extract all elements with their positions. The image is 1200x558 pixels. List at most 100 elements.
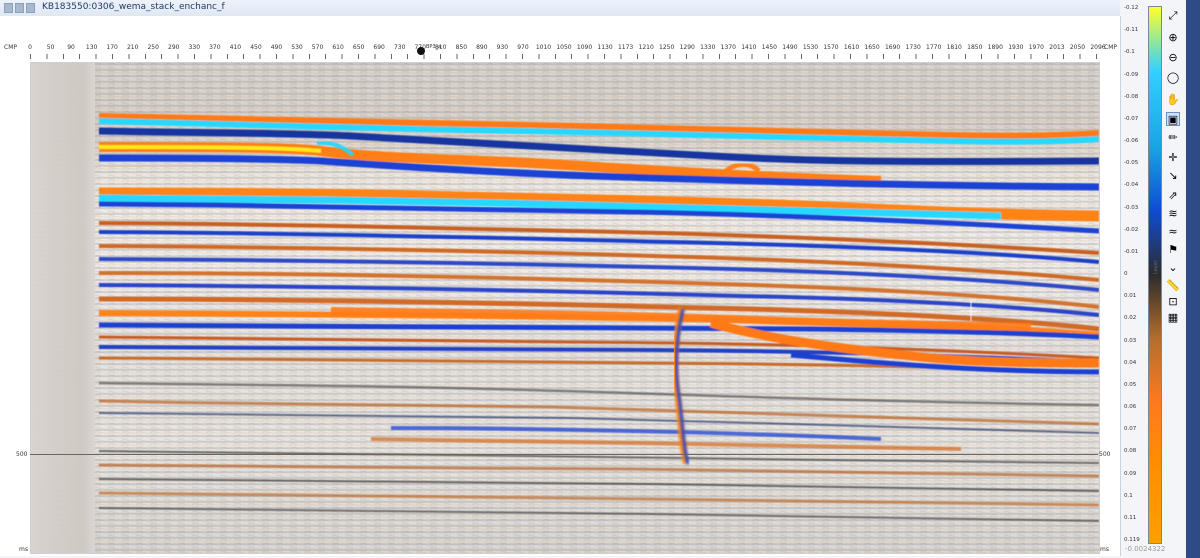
cmp-tick-label: 370 — [209, 44, 221, 51]
cmp-tick-label: 2050 — [1069, 44, 1086, 51]
color-scale-label: -0.01 — [1124, 248, 1139, 255]
color-scale-title: Layer — [1153, 260, 1159, 274]
cmp-axis: 0 50 90 130 170 210 250 290 330 370 410 450 490 530 57… — [28, 44, 1106, 60]
cmp-tick-label: 1770 — [926, 44, 942, 51]
color-scale-label: 0.01 — [1124, 293, 1137, 300]
horizon-icon[interactable]: ≈ — [1168, 224, 1178, 238]
fit-view-icon[interactable]: ⤢ — [1168, 8, 1178, 22]
cmp-tick-label: 890 — [476, 44, 488, 51]
title-button-icon[interactable] — [15, 3, 24, 13]
cmp-tick-label: 250 — [147, 44, 159, 51]
cmp-tick-label: 1290 — [679, 44, 695, 51]
color-scale-label: -0.02 — [1124, 226, 1139, 233]
cmp-tick-label: 1810 — [946, 44, 962, 51]
fault-icon[interactable]: ⇗ — [1168, 188, 1178, 202]
cmp-tick-label: 1890 — [987, 44, 1003, 51]
cmp-tick-label: 290 — [168, 44, 180, 51]
color-scale-label: -0.07 — [1124, 115, 1139, 122]
cmp-tick-label: 1130 — [597, 44, 613, 51]
cmp-tick-label: 170 — [106, 44, 118, 51]
cmp-tick-label: 570 — [311, 44, 324, 51]
cmp-tick-label: 1530 — [802, 44, 819, 51]
cmp-tick-label: 650 — [352, 44, 365, 51]
color-scale-label: 0.05 — [1124, 381, 1137, 388]
cmp-tick-label: 1570 — [823, 44, 839, 51]
cmp-tick-label: 850 — [455, 44, 468, 51]
color-scale-label: -0.08 — [1124, 93, 1139, 100]
pan-icon[interactable]: ✋ — [1166, 92, 1180, 106]
color-scale-label: 0.11 — [1124, 514, 1137, 521]
cmp-tick-label: 1650 — [864, 44, 880, 51]
time-reference-line — [30, 454, 1098, 455]
cmp-tick-label: 330 — [188, 44, 201, 51]
cmp-axis-ticks — [30, 54, 1098, 59]
color-scale-labels: -0.12 -0.11 -0.1 -0.09 -0.08 -0.07 -0.06 -0.05 -… — [1120, 0, 1148, 543]
layers-icon[interactable]: ≋ — [1168, 206, 1178, 220]
cmp-axis-labels: 0 50 90 130 170 210 250 290 330 370 410 450 490 530 57… — [28, 44, 1106, 54]
no-data-zone — [31, 63, 95, 553]
window-titlebar: KB183550:0306_wema_stack_enchanc_f — [0, 0, 1120, 17]
color-scale-label: -0.05 — [1124, 160, 1139, 167]
title-button-icon[interactable] — [26, 3, 35, 13]
seismic-panel: CMP CMP 0 50 90 130 170 210 250 290 330 370 410 450… — [0, 16, 1121, 556]
cmp-tick-label: 1090 — [576, 44, 593, 51]
cmp-tick-label: 1250 — [659, 44, 675, 51]
title-button-icon[interactable] — [4, 3, 13, 13]
vertical-toolbar: ⤢ ⊕ ⊖ ◯ ✋ ▣ ✏ ✛ ↘ ⇗ ≋ ≈ ⚑ ⌄ 📏 ⊡ ▦ — [1162, 8, 1180, 328]
cmp-tick-label: 1050 — [556, 44, 572, 51]
grid-icon[interactable]: ▦ — [1167, 310, 1179, 324]
ruler-icon[interactable]: 📏 — [1166, 278, 1180, 292]
cmp-tick-label: 2096 — [1090, 44, 1106, 51]
color-scale-label: 0.08 — [1124, 448, 1137, 455]
color-scale-label: -0.06 — [1124, 138, 1139, 144]
cmp-tick-label: 1010 — [535, 44, 552, 51]
zoom-in-icon[interactable]: ⊕ — [1168, 30, 1178, 44]
cmp-tick-label: 450 — [250, 44, 262, 51]
color-scale-label: 0.06 — [1124, 404, 1137, 410]
window-right-rail — [1186, 0, 1200, 558]
title-icons — [4, 3, 36, 13]
well-marker-icon[interactable] — [417, 47, 425, 55]
color-scale-label: 0.04 — [1124, 359, 1137, 366]
cmp-tick-label: 1850 — [967, 44, 983, 51]
color-scale-label: -0.03 — [1124, 204, 1139, 211]
cmp-tick-label: 970 — [517, 44, 529, 51]
cmp-tick-label: 690 — [373, 44, 385, 51]
time-unit-right: ms — [1100, 546, 1109, 553]
color-scale-label: 0 — [1124, 271, 1128, 277]
cmp-tick-label: 1173 — [617, 44, 634, 51]
cmp-tick-label: 0 — [28, 44, 32, 51]
zoom-out-icon[interactable]: ⊖ — [1168, 50, 1178, 64]
cmp-tick-label: 1210 — [638, 44, 654, 51]
select-icon[interactable]: ▣ — [1166, 112, 1180, 126]
cmp-tick-label: 1690 — [884, 44, 901, 51]
seismic-section[interactable] — [30, 62, 1100, 554]
arrow-icon[interactable]: ↘ — [1168, 168, 1178, 182]
color-scale-label: 0.1 — [1124, 492, 1133, 499]
crosshair-icon[interactable]: ✛ — [1168, 150, 1178, 164]
window-title: KB183550:0306_wema_stack_enchanc_f — [42, 2, 225, 12]
cmp-tick-label: 1610 — [843, 44, 860, 51]
color-scale-label: 0.09 — [1124, 470, 1137, 477]
well-marker-label: BP3_a — [426, 44, 442, 50]
cmp-tick-label: 410 — [229, 44, 242, 51]
attribute-icon[interactable]: ⚑ — [1168, 242, 1178, 256]
time-unit-left: ms — [19, 546, 28, 553]
cmp-axis-label-left: CMP — [4, 44, 17, 51]
chevron-down-icon[interactable]: ⌄ — [1168, 260, 1178, 274]
cmp-tick-label: 930 — [496, 44, 509, 51]
color-scale-bar[interactable] — [1148, 6, 1162, 544]
color-scale-label: 0.03 — [1124, 337, 1137, 344]
cmp-axis-label-right: CMP — [1104, 44, 1117, 51]
time-tick-left: 500 — [16, 451, 28, 458]
cmp-tick-label: 50 — [46, 44, 55, 51]
cmp-tick-label: 610 — [332, 44, 344, 51]
cmp-tick-label: 210 — [126, 44, 139, 51]
time-tick-right: 500 — [1099, 451, 1111, 458]
color-scale-label: -0.11 — [1124, 27, 1139, 34]
pencil-icon[interactable]: ✏ — [1168, 130, 1178, 144]
zoom-reset-icon[interactable]: ◯ — [1166, 70, 1180, 84]
frame-icon[interactable]: ⊡ — [1168, 294, 1178, 308]
cmp-tick-label: 90 — [67, 44, 75, 51]
